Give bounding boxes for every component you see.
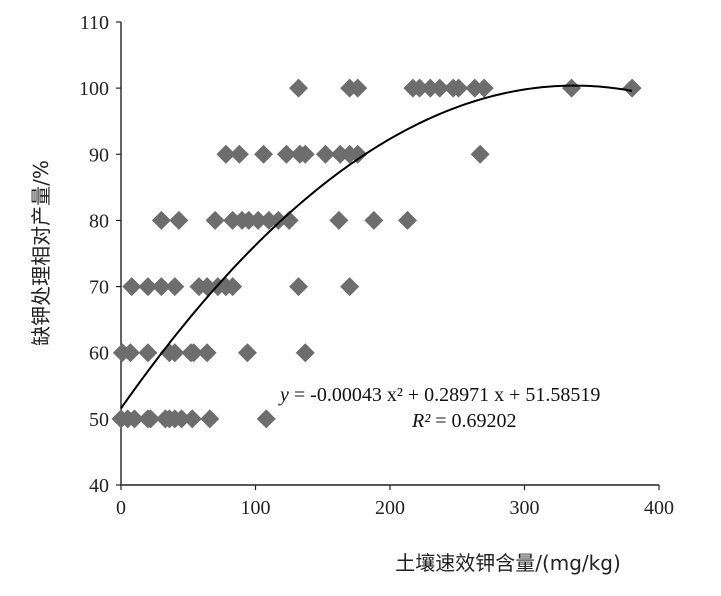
data-point [182,409,202,429]
data-point [622,78,642,98]
data-point [474,78,494,98]
data-point [279,210,299,230]
x-tick-label: 100 [241,497,271,519]
data-point [562,78,582,98]
y-tick-label: 80 [89,210,109,232]
data-point [295,144,315,164]
data-point [138,277,158,297]
data-point [141,409,161,429]
data-point [197,343,217,363]
y-axis-title: 缺钾处理相对产量/% [29,160,53,346]
data-point [289,78,309,98]
data-point [364,210,384,230]
data-point [340,277,360,297]
y-tick-label: 70 [89,277,109,299]
data-point [172,409,192,429]
data-point [348,144,368,164]
data-point [151,210,171,230]
data-point [223,277,243,297]
data-point [295,343,315,363]
equation-variable: y [278,384,289,406]
data-point [237,343,257,363]
x-tick-label: 200 [375,497,405,519]
data-point [397,210,417,230]
data-point [205,210,225,230]
data-point [348,78,368,98]
y-axis-ticks: 40 50 60 70 80 90 100 110 [79,12,121,497]
data-point [200,409,220,429]
data-point [315,144,335,164]
data-point [229,144,249,164]
data-point [254,144,274,164]
y-tick-label: 90 [89,144,109,166]
axes [120,22,659,486]
r-squared-symbol: R² [411,410,431,432]
data-point [410,78,430,98]
data-point [169,210,189,230]
data-point [248,210,268,230]
data-point [268,210,288,230]
data-point [216,144,236,164]
y-tick-label: 60 [89,343,109,365]
data-point [430,78,450,98]
data-point [124,409,144,429]
y-tick-label: 40 [89,475,109,497]
data-point [256,409,276,429]
data-point [289,277,309,297]
data-point [470,144,490,164]
data-point [276,144,296,164]
data-point [151,277,171,297]
data-point [184,343,204,363]
y-tick-label: 50 [89,409,109,431]
x-tick-label: 400 [644,497,674,519]
equation-label: y = -0.00043 x² + 0.28971 x + 51.58519 [278,384,600,406]
data-point [138,343,158,363]
data-points [111,78,642,429]
x-axis-title: 土壤速效钾含量/(mg/kg) [395,551,621,575]
data-point [165,277,185,297]
x-tick-label: 0 [116,497,126,519]
y-tick-label: 110 [80,12,109,34]
equation-body: = -0.00043 x² + 0.28971 x + 51.58519 [289,384,601,406]
data-point [165,343,185,363]
y-tick-label: 100 [79,78,109,100]
x-tick-label: 300 [510,497,540,519]
data-point [449,78,469,98]
r-squared-value: = 0.69202 [430,410,516,432]
data-point [329,210,349,230]
trendline [120,84,633,409]
data-point [122,277,142,297]
data-point [120,343,140,363]
r-squared-label: R² = 0.69202 [411,410,517,432]
x-axis-ticks: 0 100 200 300 400 [116,485,674,519]
